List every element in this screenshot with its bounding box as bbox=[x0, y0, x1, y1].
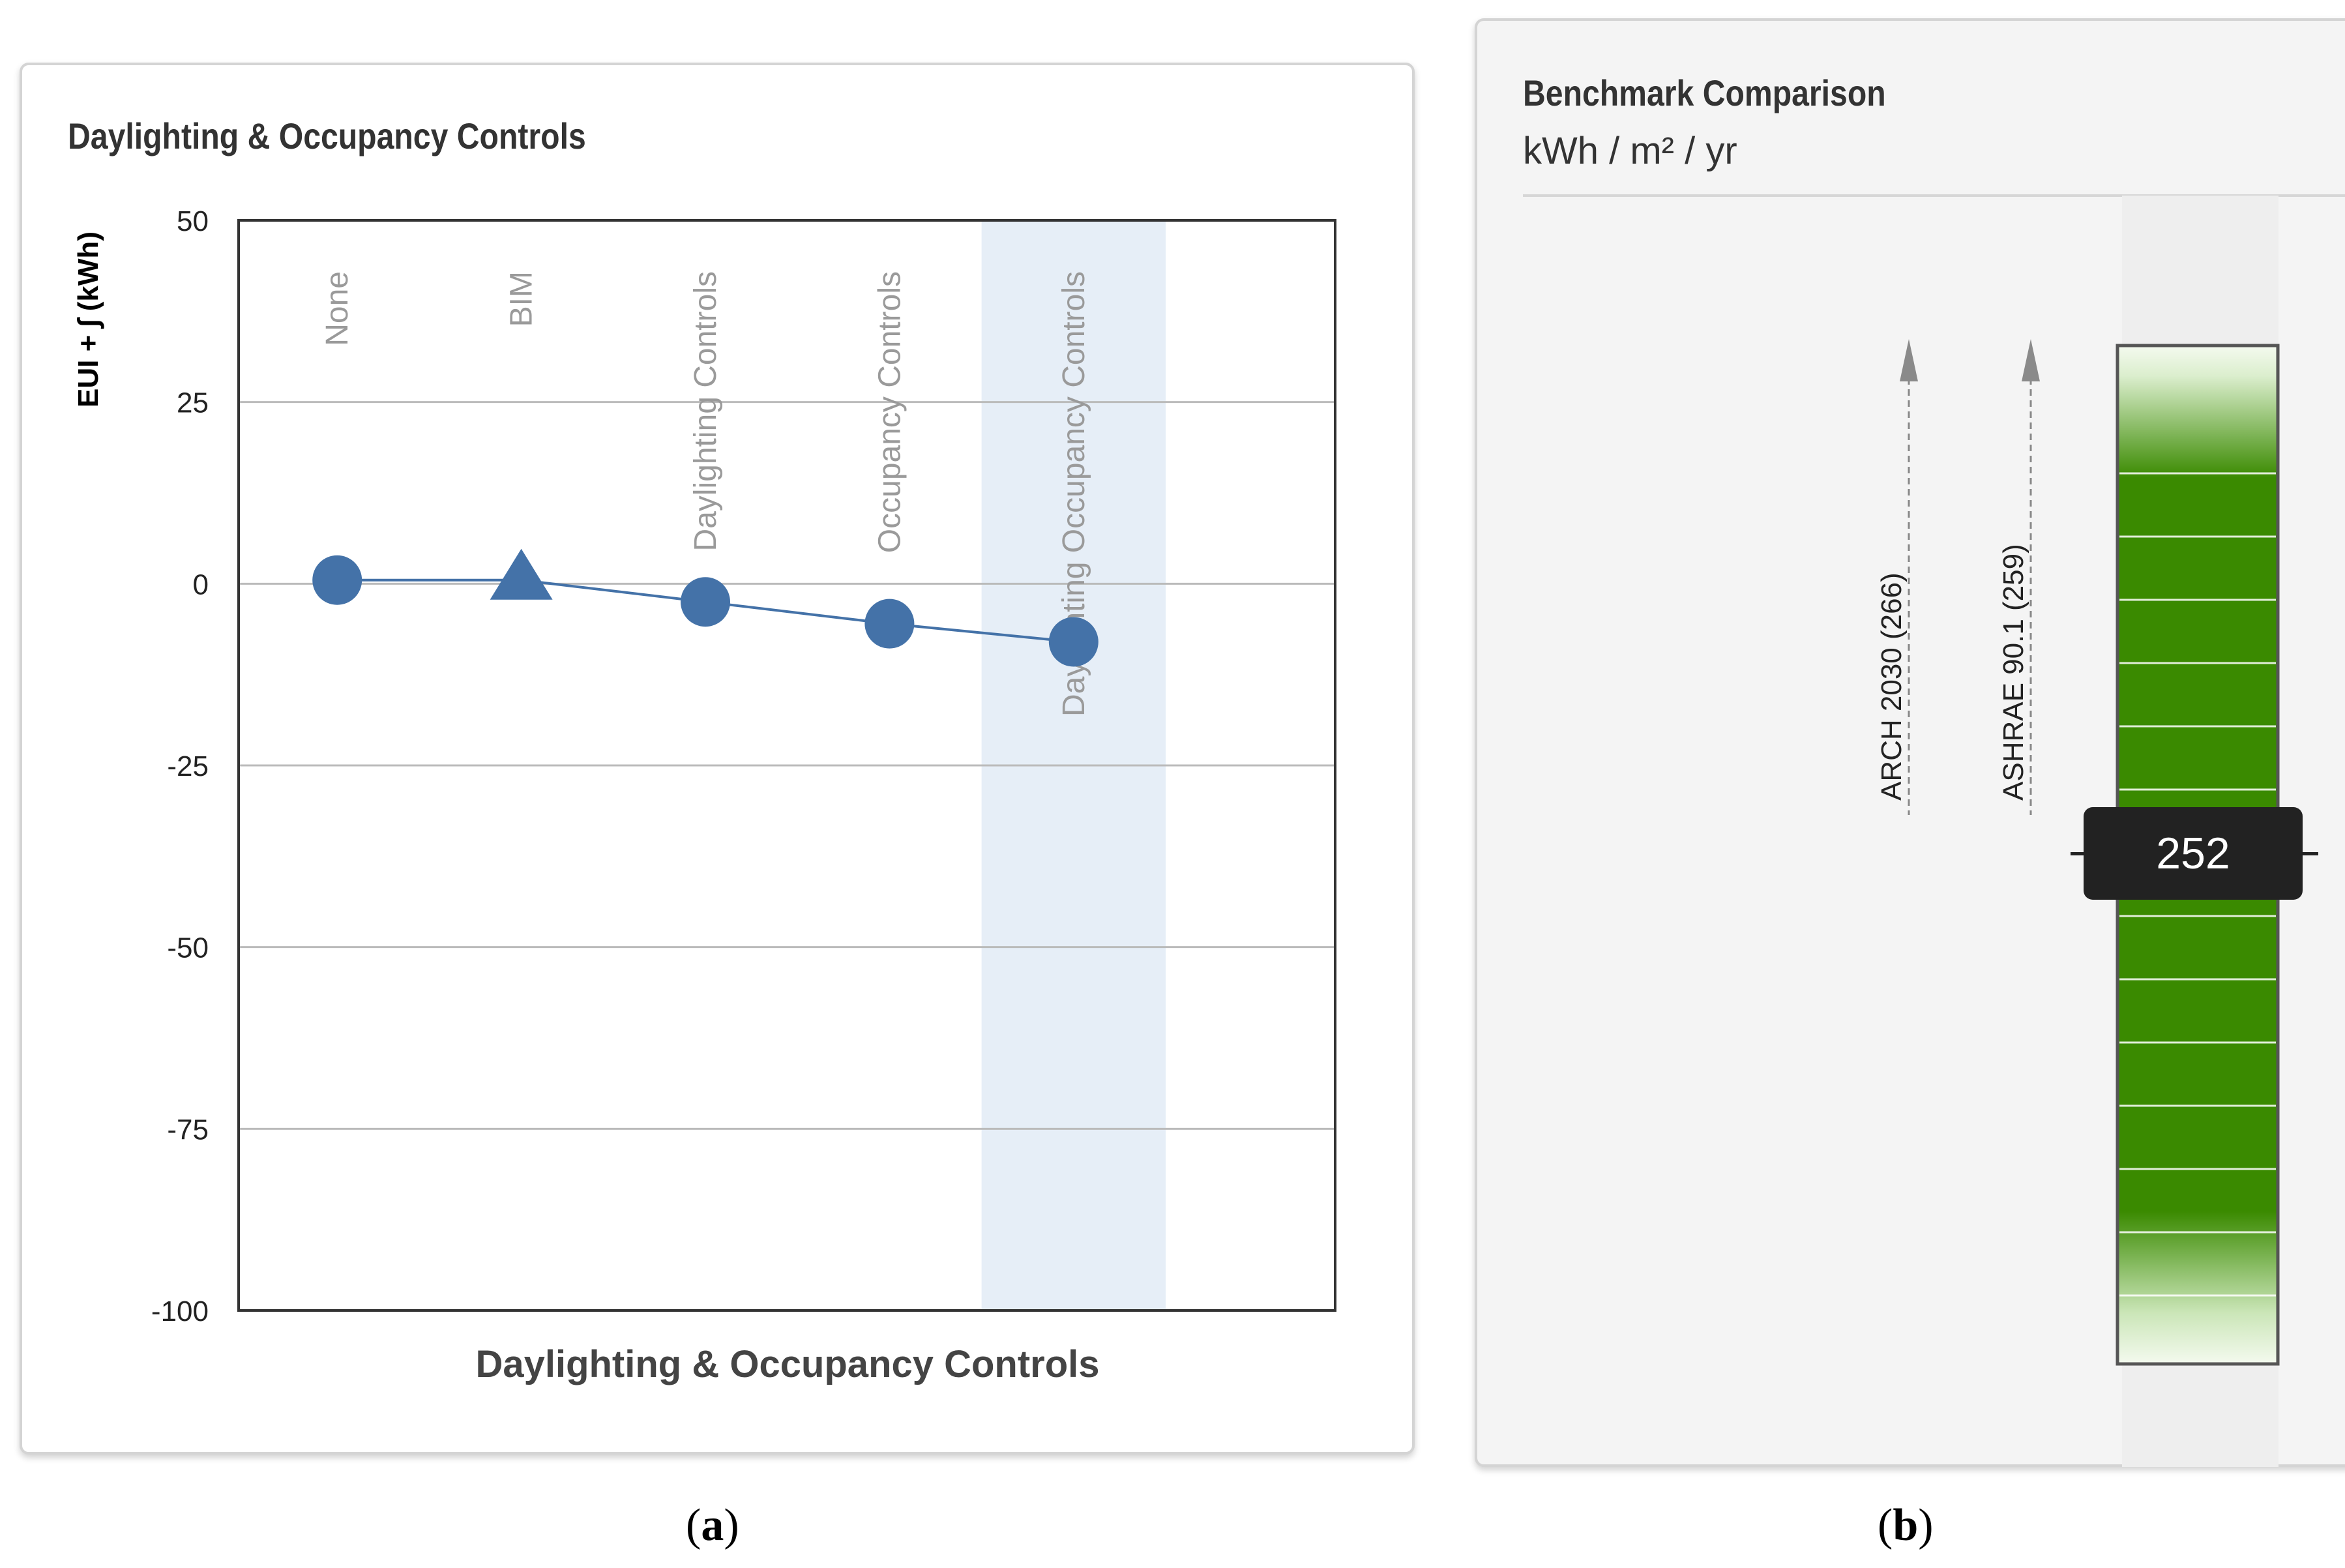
data-point[interactable] bbox=[1048, 617, 1099, 667]
benchmark-arrow-head bbox=[1900, 339, 1918, 381]
data-point[interactable] bbox=[864, 599, 915, 649]
y-tick-label: -75 bbox=[167, 1114, 209, 1146]
readout-tick-left bbox=[2071, 852, 2090, 855]
category-label: BIM bbox=[505, 271, 539, 327]
y-tick-label: -25 bbox=[167, 750, 209, 782]
x-axis-label: Daylighting & Occupancy Controls bbox=[475, 1343, 1099, 1385]
readout-tick-right bbox=[2296, 852, 2318, 855]
y-tick-label: -50 bbox=[167, 932, 209, 964]
y-tick-label: 0 bbox=[193, 569, 209, 600]
chart-card-title: Daylighting & Occupancy Controls bbox=[68, 115, 586, 156]
eui-line-chart: 50 25 0 -25 -50 -75 -100 None BIM Daylighting Co… bbox=[72, 205, 1336, 1385]
benchmark-arrow-head bbox=[2022, 339, 2040, 381]
current-value-readout[interactable]: 252 bbox=[2084, 807, 2303, 900]
y-tick-label: 25 bbox=[177, 387, 209, 419]
caption-b: (b) bbox=[1878, 1500, 1934, 1550]
chart-card-a: Daylighting & Occupancy Controls bbox=[20, 63, 1415, 1455]
data-point[interactable] bbox=[312, 555, 362, 605]
title-divider bbox=[1523, 194, 2345, 197]
y-tick-label: -100 bbox=[151, 1295, 209, 1327]
benchmark-title: Benchmark Comparison bbox=[1523, 72, 1886, 113]
data-point[interactable] bbox=[681, 577, 730, 627]
y-axis-label: EUI + ∫ (kWh) bbox=[72, 231, 104, 407]
caption-a: (a) bbox=[686, 1500, 739, 1550]
y-tick-label: 50 bbox=[177, 205, 209, 237]
data-point-triangle[interactable] bbox=[490, 548, 553, 600]
benchmark-label: ARCH 2030 (266) bbox=[1876, 572, 1908, 801]
plot-frame bbox=[237, 219, 1336, 1312]
category-label: Occupancy Controls bbox=[872, 271, 907, 553]
category-label: Daylighting Controls bbox=[688, 271, 723, 552]
category-label: None bbox=[320, 271, 355, 346]
benchmark-units: kWh / m² / yr bbox=[1523, 130, 1737, 172]
benchmark-label: ASHRAE 90.1 (259) bbox=[1998, 544, 2029, 801]
